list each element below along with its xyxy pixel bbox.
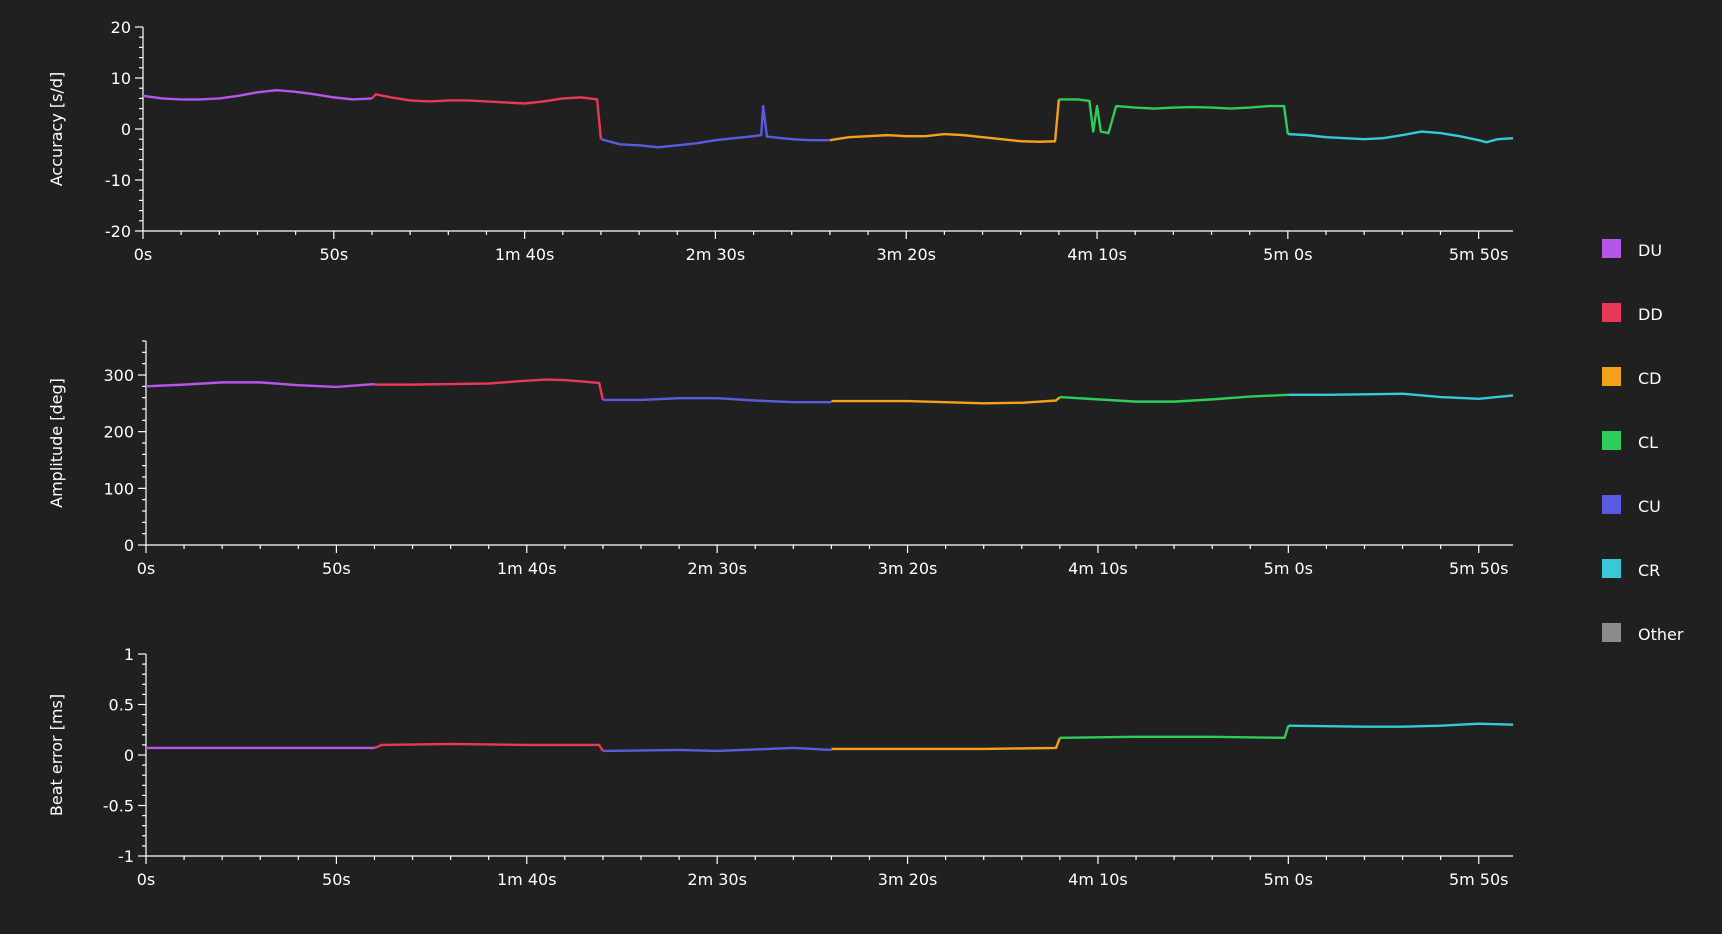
series-line xyxy=(831,737,1061,751)
y-tick-label: 0 xyxy=(124,536,134,555)
legend-swatch xyxy=(1602,431,1621,450)
y-axis-title: Accuracy [s/d] xyxy=(47,72,66,187)
y-tick-label: 0 xyxy=(124,746,134,765)
series-line xyxy=(374,742,604,752)
series-line xyxy=(602,746,832,753)
x-tick-label: 4m 10s xyxy=(1068,559,1128,578)
x-tick-label: 0s xyxy=(137,870,156,889)
y-axis-title: Beat error [ms] xyxy=(47,694,66,816)
series-line xyxy=(142,89,373,101)
x-tick-label: 1m 40s xyxy=(495,245,555,264)
x-tick-label: 50s xyxy=(319,245,348,264)
series-line xyxy=(374,378,605,401)
x-tick-label: 4m 10s xyxy=(1067,245,1127,264)
series-line xyxy=(1058,98,1290,135)
y-tick-label: 20 xyxy=(111,18,131,37)
x-tick-label: 5m 0s xyxy=(1264,870,1313,889)
legend-swatch xyxy=(1602,623,1621,642)
series-line xyxy=(1288,392,1514,400)
x-tick-label: 1m 40s xyxy=(497,559,557,578)
y-tick-label: 300 xyxy=(103,366,134,385)
legend-label: CL xyxy=(1638,433,1658,452)
y-tick-label: -1 xyxy=(118,847,134,866)
y-tick-label: 1 xyxy=(124,645,134,664)
y-tick-label: -10 xyxy=(105,171,131,190)
x-tick-label: 2m 30s xyxy=(687,870,747,889)
y-tick-label: -20 xyxy=(105,222,131,241)
legend-swatch xyxy=(1602,303,1621,322)
legend-label: CD xyxy=(1638,369,1662,388)
series-line xyxy=(600,104,830,149)
y-tick-label: 200 xyxy=(103,423,134,442)
x-tick-label: 1m 40s xyxy=(497,870,557,889)
x-tick-label: 3m 20s xyxy=(878,870,938,889)
x-tick-label: 5m 50s xyxy=(1449,245,1509,264)
x-tick-label: 50s xyxy=(322,559,351,578)
series-line xyxy=(1059,393,1289,403)
series-line xyxy=(1287,130,1514,144)
x-tick-label: 5m 50s xyxy=(1449,870,1509,889)
y-axis-title: Amplitude [deg] xyxy=(47,378,66,508)
legend-label: DD xyxy=(1638,305,1663,324)
series-line xyxy=(602,397,832,404)
x-tick-label: 4m 10s xyxy=(1068,870,1128,889)
x-tick-label: 5m 0s xyxy=(1264,559,1313,578)
x-tick-label: 50s xyxy=(322,870,351,889)
legend-label: CU xyxy=(1638,497,1661,516)
x-tick-label: 5m 0s xyxy=(1263,245,1312,264)
series-line xyxy=(1059,725,1290,740)
legend-swatch xyxy=(1602,559,1621,578)
legend-swatch xyxy=(1602,239,1621,258)
y-tick-label: 10 xyxy=(111,69,131,88)
x-tick-label: 0s xyxy=(137,559,156,578)
y-tick-label: 0.5 xyxy=(109,696,134,715)
x-tick-label: 0s xyxy=(134,245,153,264)
series-line xyxy=(831,396,1061,405)
series-line xyxy=(829,99,1061,143)
legend-label: DU xyxy=(1638,241,1662,260)
legend-swatch xyxy=(1602,495,1621,514)
y-tick-label: -0.5 xyxy=(103,797,134,816)
series-line xyxy=(371,93,603,140)
x-tick-label: 3m 20s xyxy=(878,559,938,578)
x-tick-label: 5m 50s xyxy=(1449,559,1509,578)
x-tick-label: 3m 20s xyxy=(876,245,936,264)
series-line xyxy=(145,381,375,389)
series-line xyxy=(1288,722,1514,728)
y-tick-label: 100 xyxy=(103,479,134,498)
legend-label: Other xyxy=(1638,625,1684,644)
x-tick-label: 2m 30s xyxy=(687,559,747,578)
legend-swatch xyxy=(1602,367,1621,386)
x-tick-label: 2m 30s xyxy=(686,245,746,264)
y-tick-label: 0 xyxy=(121,120,131,139)
legend-label: CR xyxy=(1638,561,1660,580)
